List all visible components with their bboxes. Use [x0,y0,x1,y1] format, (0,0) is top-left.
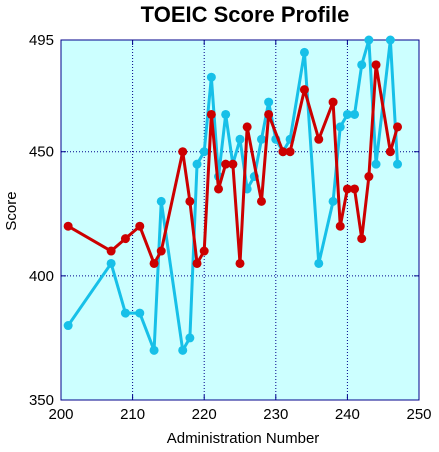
series-2-point [214,184,224,194]
series-2-point [371,60,381,70]
x-tick-label: 230 [263,406,288,423]
x-axis-label: Administration Number [167,430,320,447]
series-2-point [221,159,231,169]
series-2-point [278,147,288,157]
y-tick-label: 400 [29,268,54,285]
series-1-point [206,72,216,82]
series-2-point [364,172,374,182]
series-1-point [235,134,245,144]
series-1-point [192,159,202,169]
series-1-point [106,258,116,268]
series-1-point [371,159,381,169]
series-1-point [299,47,309,57]
chart-title: TOEIC Score Profile [141,2,350,27]
series-2-point [206,109,216,119]
series-2-point [228,159,238,169]
series-2-point [106,246,116,256]
series-2-point [314,134,324,144]
series-2-point [350,184,360,194]
series-1 [63,35,403,355]
x-axis: 200 210 220 230 240 250 [48,40,432,423]
series-1-point [393,159,403,169]
x-tick-label: 220 [192,406,217,423]
series-1-point [314,258,324,268]
grid-lines [61,40,419,400]
y-axis: 350 400 450 495 [29,32,419,409]
series-2-point [357,234,367,244]
series-2-point [335,221,345,231]
series-1-point [135,308,145,318]
series-1-point [63,321,73,331]
series-1-point [256,134,266,144]
x-tick-label: 250 [406,406,431,423]
series-2-point [185,196,195,206]
series-2-point [285,147,295,157]
series-2-point [342,184,352,194]
series-2-point [385,147,395,157]
series-1-point [385,35,395,45]
series-2-point [393,122,403,132]
plot-frame [60,39,420,401]
series-1-point [156,196,166,206]
series-2-point [242,122,252,132]
y-tick-label: 350 [29,392,54,409]
series-2-point [299,85,309,95]
series-1-point [342,109,352,119]
y-axis-label: Score [3,191,20,230]
series-1-point [350,109,360,119]
series-1-point [357,60,367,70]
x-tick-label: 240 [335,406,360,423]
x-tick-label: 210 [120,406,145,423]
series-1-point [335,122,345,132]
series-1-point [149,345,159,355]
x-tick-label: 200 [48,406,73,423]
series-2-point [235,258,245,268]
series-1-point [120,308,130,318]
series-2 [63,60,403,268]
series-1-point [364,35,374,45]
series-1-point [328,196,338,206]
y-tick-label: 495 [29,32,54,49]
series-2-point [199,246,209,256]
series-layer [63,35,403,355]
series-2-point [135,221,145,231]
series-2-point [149,258,159,268]
series-2-point [120,234,130,244]
series-2-point [264,109,274,119]
series-2-point [192,258,202,268]
y-tick-label: 450 [29,144,54,161]
series-2-point [178,147,188,157]
series-2-point [256,196,266,206]
series-1-point [264,97,274,107]
series-1-point [221,109,231,119]
series-1-point [185,333,195,343]
series-1-point [178,345,188,355]
series-2-point [328,97,338,107]
series-1-point [199,147,209,157]
series-2-point [156,246,166,256]
series-2-point [63,221,73,231]
